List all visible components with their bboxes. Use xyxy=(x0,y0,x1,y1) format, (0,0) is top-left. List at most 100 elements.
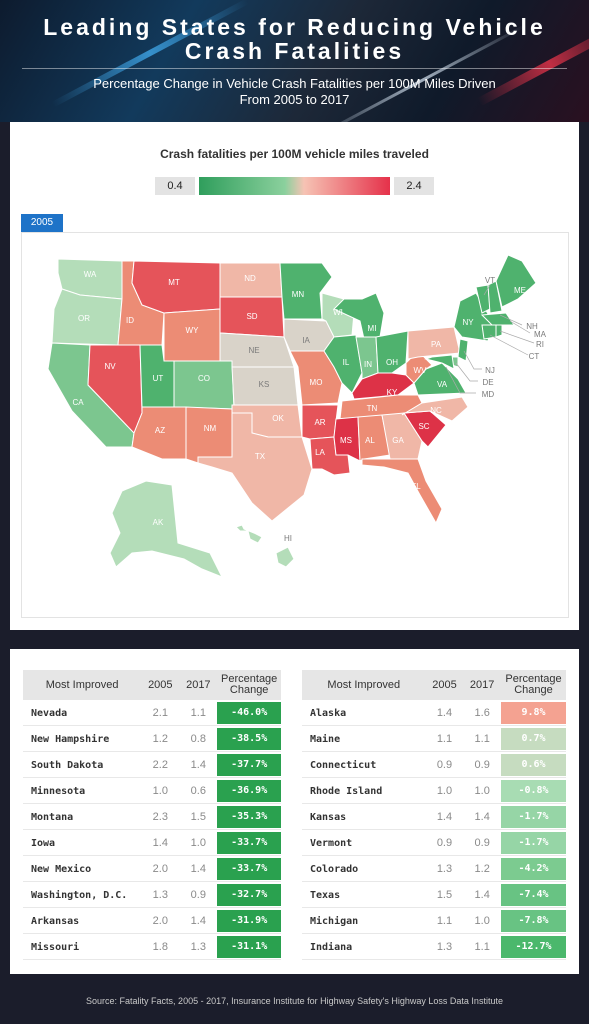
state-label: SD xyxy=(246,312,257,321)
pct-change-badge: 0.6% xyxy=(501,754,566,776)
pct-header-line1: Percentage xyxy=(221,673,278,685)
pct-change-cell: -35.3% xyxy=(217,805,281,830)
least-improved-table: Most Improved 2005 2017 Percentage Chang… xyxy=(302,669,566,961)
state-label: MN xyxy=(292,290,305,299)
state-name-cell: Alaska xyxy=(302,701,426,726)
table-row: Indiana 1.3 1.1 -12.7% xyxy=(302,935,566,960)
table-row: Missouri 1.8 1.3 -31.1% xyxy=(23,935,281,960)
state-label: WA xyxy=(84,270,97,279)
table-row: South Dakota 2.2 1.4 -37.7% xyxy=(23,753,281,778)
value-2005-cell: 1.2 xyxy=(141,727,180,752)
state-nh[interactable] xyxy=(487,280,503,314)
divider xyxy=(22,68,567,69)
state-ia[interactable] xyxy=(283,318,335,352)
table-row: Vermont 0.9 0.9 -1.7% xyxy=(302,831,566,856)
value-2017-cell: 1.1 xyxy=(463,935,502,960)
state-co[interactable] xyxy=(173,360,235,410)
state-label: MS xyxy=(340,436,352,445)
callout-line xyxy=(489,334,529,356)
value-2005-cell: 2.2 xyxy=(141,753,180,778)
state-label: NJ xyxy=(485,366,495,375)
col-header-2005: 2005 xyxy=(141,670,180,700)
state-name-cell: Kansas xyxy=(302,805,426,830)
value-2017-cell: 1.4 xyxy=(463,883,502,908)
state-hi-big[interactable] xyxy=(275,546,295,568)
header-banner: Leading States for Reducing Vehicle Cras… xyxy=(0,0,589,122)
state-pa[interactable] xyxy=(407,326,461,360)
value-2005-cell: 2.3 xyxy=(141,805,180,830)
state-label: LA xyxy=(315,448,325,457)
state-label: VA xyxy=(437,380,448,389)
value-2017-cell: 1.6 xyxy=(463,701,502,726)
state-name-cell: Rhode Island xyxy=(302,779,426,804)
state-oh[interactable] xyxy=(375,330,409,374)
pct-change-cell: -31.1% xyxy=(217,935,281,960)
pct-change-badge: -33.7% xyxy=(217,832,281,854)
state-wy[interactable] xyxy=(163,308,221,362)
value-2017-cell: 1.5 xyxy=(179,805,218,830)
state-ri[interactable] xyxy=(495,324,503,338)
state-nm[interactable] xyxy=(185,406,233,464)
pct-change-cell: -1.7% xyxy=(501,831,566,856)
pct-change-badge: -12.7% xyxy=(501,936,566,958)
state-label: CT xyxy=(529,352,540,361)
value-2017-cell: 1.1 xyxy=(179,701,218,726)
pct-change-cell: -37.7% xyxy=(217,753,281,778)
state-ak[interactable] xyxy=(109,480,224,578)
year-tab[interactable]: 2005 xyxy=(21,214,63,232)
value-2017-cell: 1.3 xyxy=(179,935,218,960)
state-name-cell: Texas xyxy=(302,883,426,908)
state-mn[interactable] xyxy=(279,262,333,320)
pct-change-cell: -1.7% xyxy=(501,805,566,830)
callout-line xyxy=(483,284,491,296)
state-label: HI xyxy=(284,534,292,543)
state-nc[interactable] xyxy=(401,396,469,422)
state-me[interactable] xyxy=(495,254,537,308)
table-row: Minnesota 1.0 0.6 -36.9% xyxy=(23,779,281,804)
state-al[interactable] xyxy=(357,414,391,462)
pct-change-cell: -38.5% xyxy=(217,727,281,752)
state-ma[interactable] xyxy=(480,312,515,326)
state-mt[interactable] xyxy=(131,260,221,314)
value-2017-cell: 1.0 xyxy=(463,909,502,934)
table-body: Alaska 1.4 1.6 9.8% Maine 1.1 1.1 0.7% Connectic… xyxy=(302,701,566,960)
value-2005-cell: 1.4 xyxy=(425,805,464,830)
value-2005-cell: 1.4 xyxy=(425,701,464,726)
state-label: IL xyxy=(343,358,350,367)
state-label: MI xyxy=(368,324,377,333)
pct-change-badge: -7.8% xyxy=(501,910,566,932)
rankings-panel: Most Improved 2005 2017 Percentage Chang… xyxy=(10,649,579,974)
state-md[interactable] xyxy=(424,354,455,370)
state-label: ND xyxy=(244,274,256,283)
table-row: Washington, D.C. 1.3 0.9 -32.7% xyxy=(23,883,281,908)
page-title: Leading States for Reducing Vehicle xyxy=(43,14,546,40)
pct-change-cell: -31.9% xyxy=(217,909,281,934)
table-row: Rhode Island 1.0 1.0 -0.8% xyxy=(302,779,566,804)
col-header-2017: 2017 xyxy=(463,670,502,700)
state-nj[interactable] xyxy=(457,338,469,362)
page-subtitle: From 2005 to 2017 xyxy=(239,92,350,107)
state-label: MT xyxy=(168,278,180,287)
state-tx[interactable] xyxy=(197,412,313,522)
pct-change-badge: -33.7% xyxy=(217,858,281,880)
col-header-pct: Percentage Change xyxy=(501,670,566,700)
state-label: WY xyxy=(186,326,200,335)
pct-change-badge: -46.0% xyxy=(217,702,281,724)
state-label: WV xyxy=(414,366,428,375)
table-row: Alaska 1.4 1.6 9.8% xyxy=(302,701,566,726)
us-choropleth-map: WA OR CA ID NV MT WY UT CO AZ NM ND SD N… xyxy=(47,254,547,578)
state-name-cell: South Dakota xyxy=(23,753,142,778)
value-2017-cell: 0.9 xyxy=(463,831,502,856)
state-name-cell: Maine xyxy=(302,727,426,752)
state-label: DE xyxy=(482,378,493,387)
pct-change-badge: -36.9% xyxy=(217,780,281,802)
pct-change-badge: -31.9% xyxy=(217,910,281,932)
state-ga[interactable] xyxy=(381,412,423,460)
state-name-cell: Iowa xyxy=(23,831,142,856)
state-hi[interactable] xyxy=(235,524,263,544)
state-label: PA xyxy=(431,340,442,349)
state-label: KS xyxy=(259,380,270,389)
value-2017-cell: 1.2 xyxy=(463,857,502,882)
state-fl[interactable] xyxy=(361,458,443,525)
table-row: Colorado 1.3 1.2 -4.2% xyxy=(302,857,566,882)
